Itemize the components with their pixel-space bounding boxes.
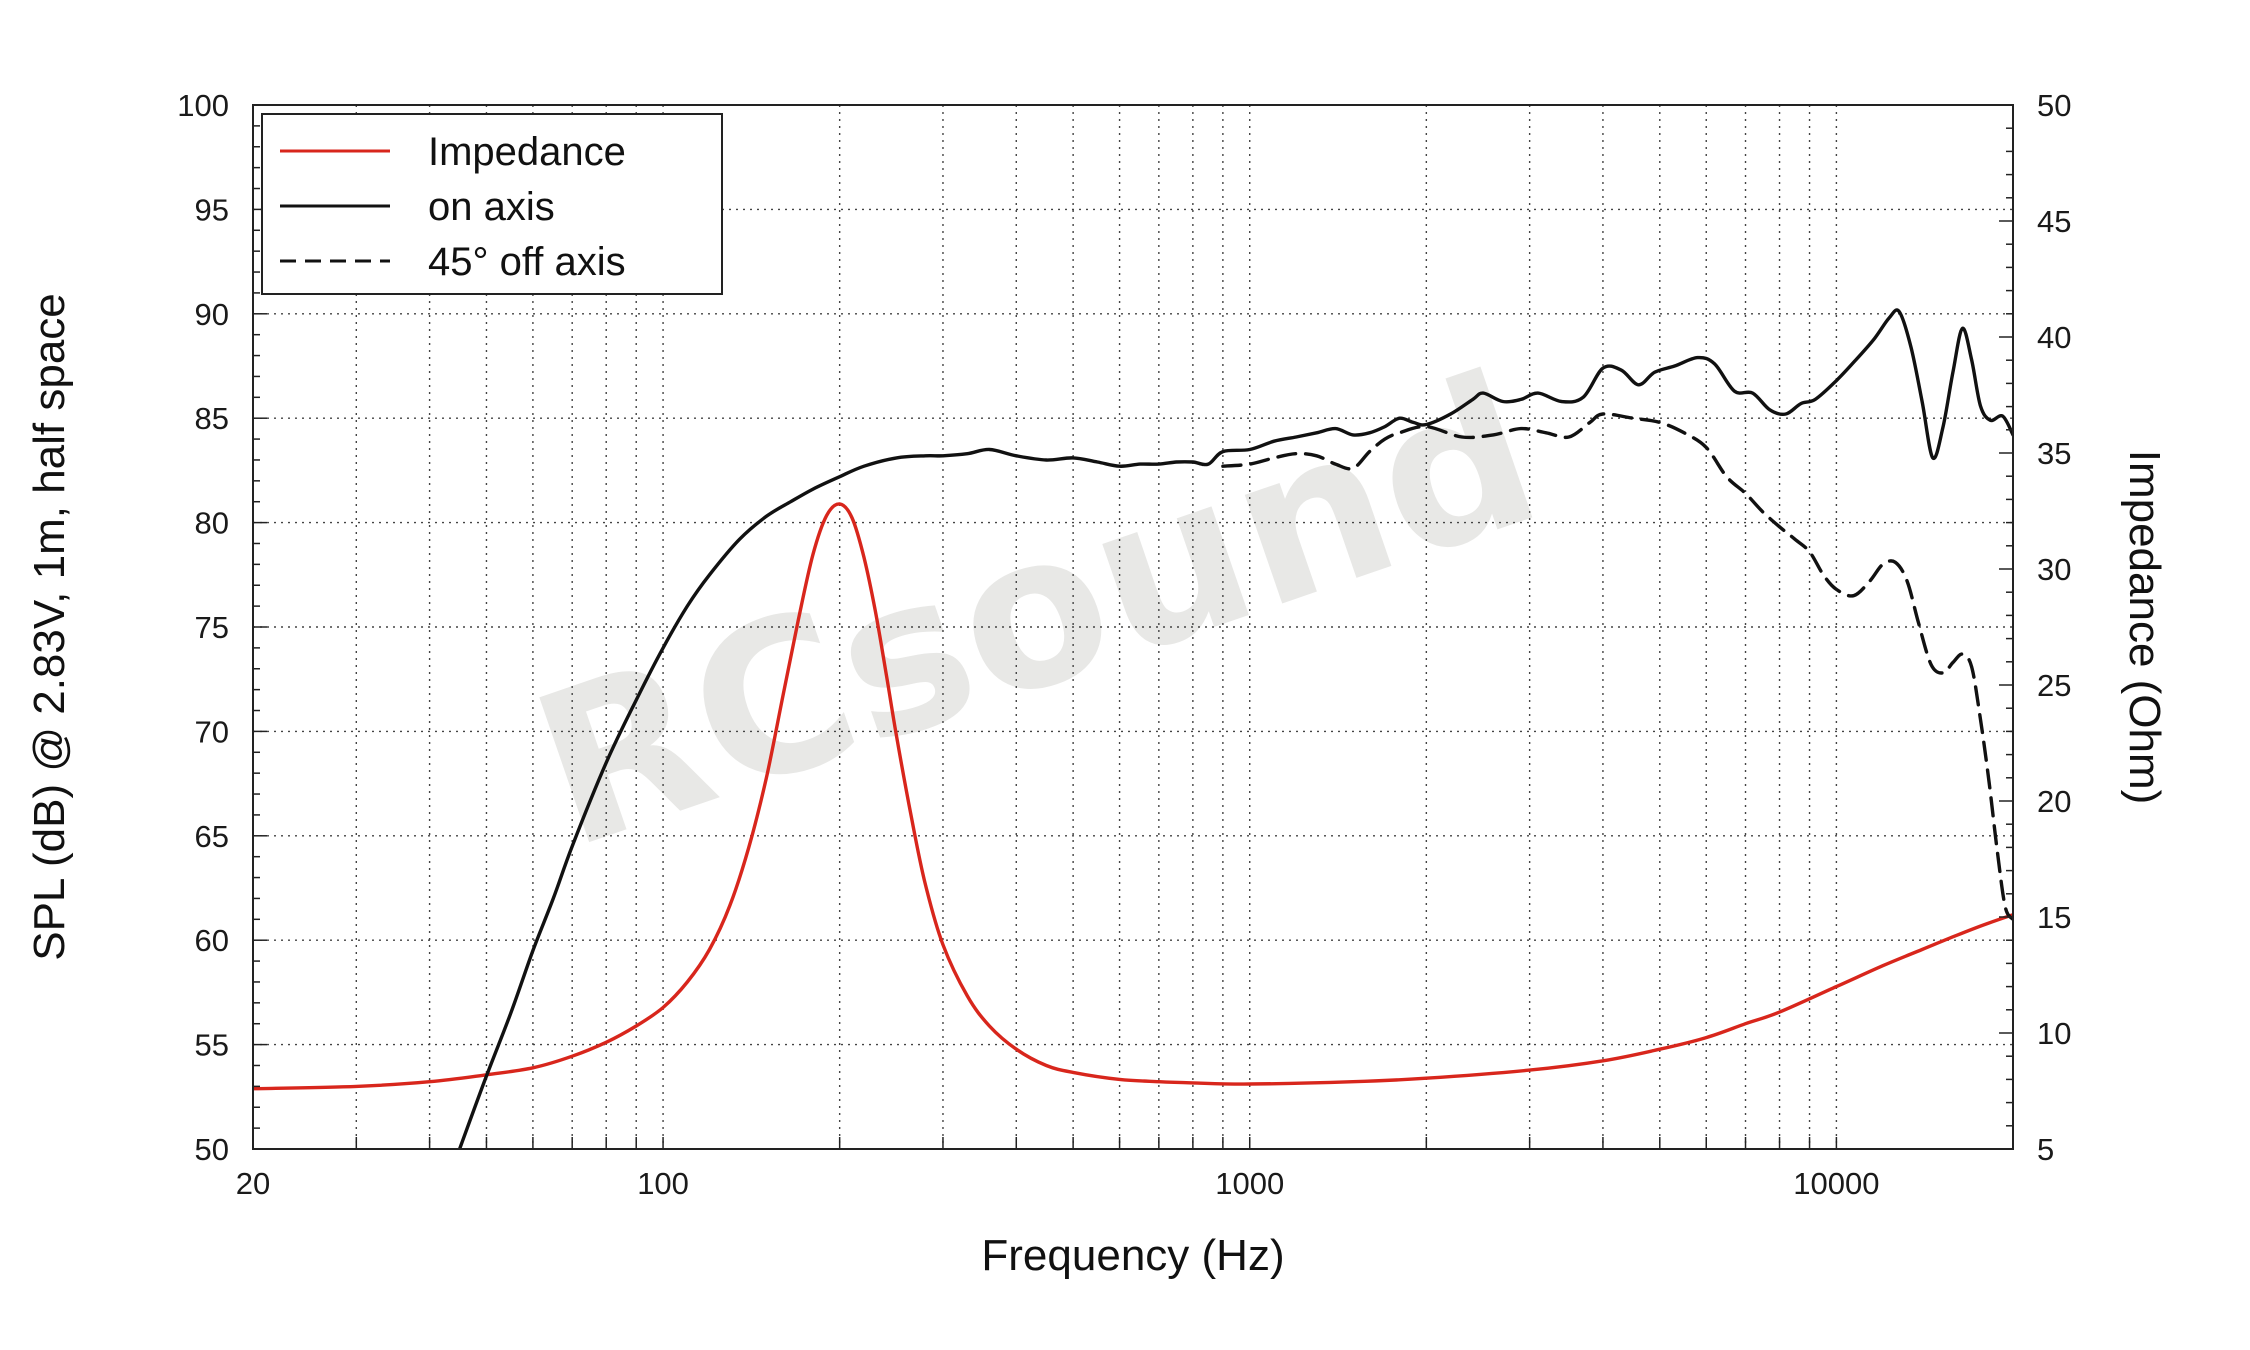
y2-tick-label: 40 xyxy=(2037,320,2071,355)
y2-axis-title: Impedance (Ohm) xyxy=(2120,450,2169,805)
y2-tick-label: 10 xyxy=(2037,1016,2071,1051)
legend-label-off-axis: 45° off axis xyxy=(428,240,626,284)
y2-tick-label: 20 xyxy=(2037,784,2071,819)
grid-lines xyxy=(253,105,2013,1149)
y-tick-label: 80 xyxy=(195,506,229,541)
y-tick-label: 75 xyxy=(195,610,229,645)
x-tick-label: 100 xyxy=(637,1166,689,1201)
off-axis-line xyxy=(1221,412,2013,921)
series-lines xyxy=(253,308,2013,1149)
x-tick-label: 1000 xyxy=(1215,1166,1284,1201)
y2-tick-label: 30 xyxy=(2037,552,2071,587)
y2-tick-label: 50 xyxy=(2037,88,2071,123)
y-tick-label: 50 xyxy=(195,1132,229,1167)
y-tick-label: 65 xyxy=(195,819,229,854)
y-tick-label: 55 xyxy=(195,1028,229,1063)
legend: Impedance on axis 45° off axis xyxy=(261,113,723,295)
y-axis-title: SPL (dB) @ 2.83V, 1m, half space xyxy=(25,293,74,961)
x-tick-label: 20 xyxy=(236,1166,270,1201)
legend-label-impedance: Impedance xyxy=(428,130,626,174)
impedance-line xyxy=(253,502,2013,1091)
y2-tick-label: 15 xyxy=(2037,900,2071,935)
y2-tick-label: 25 xyxy=(2037,668,2071,703)
legend-box xyxy=(261,113,723,295)
y2-tick-label: 45 xyxy=(2037,204,2071,239)
axis-ticks xyxy=(253,104,2013,1150)
y2-axis-tick-labels: 5 10 15 20 25 30 35 40 45 50 xyxy=(2037,88,2071,1167)
on-axis-line xyxy=(457,308,2013,1149)
y-axis-tick-labels: 50 55 60 65 70 75 80 85 90 95 100 xyxy=(177,88,229,1167)
y-tick-label: 60 xyxy=(195,923,229,958)
y-tick-label: 90 xyxy=(195,297,229,332)
legend-label-on-axis: on axis xyxy=(428,185,555,229)
y2-tick-label: 5 xyxy=(2037,1132,2054,1167)
x-axis-title: Frequency (Hz) xyxy=(981,1231,1284,1280)
y-tick-label: 70 xyxy=(195,714,229,749)
x-tick-label: 10000 xyxy=(1793,1166,1879,1201)
y-tick-label: 85 xyxy=(195,401,229,436)
y-tick-label: 100 xyxy=(177,88,229,123)
y-tick-label: 95 xyxy=(195,192,229,227)
y2-tick-label: 35 xyxy=(2037,436,2071,471)
x-axis-tick-labels: 20 100 1000 10000 xyxy=(236,1166,1880,1201)
